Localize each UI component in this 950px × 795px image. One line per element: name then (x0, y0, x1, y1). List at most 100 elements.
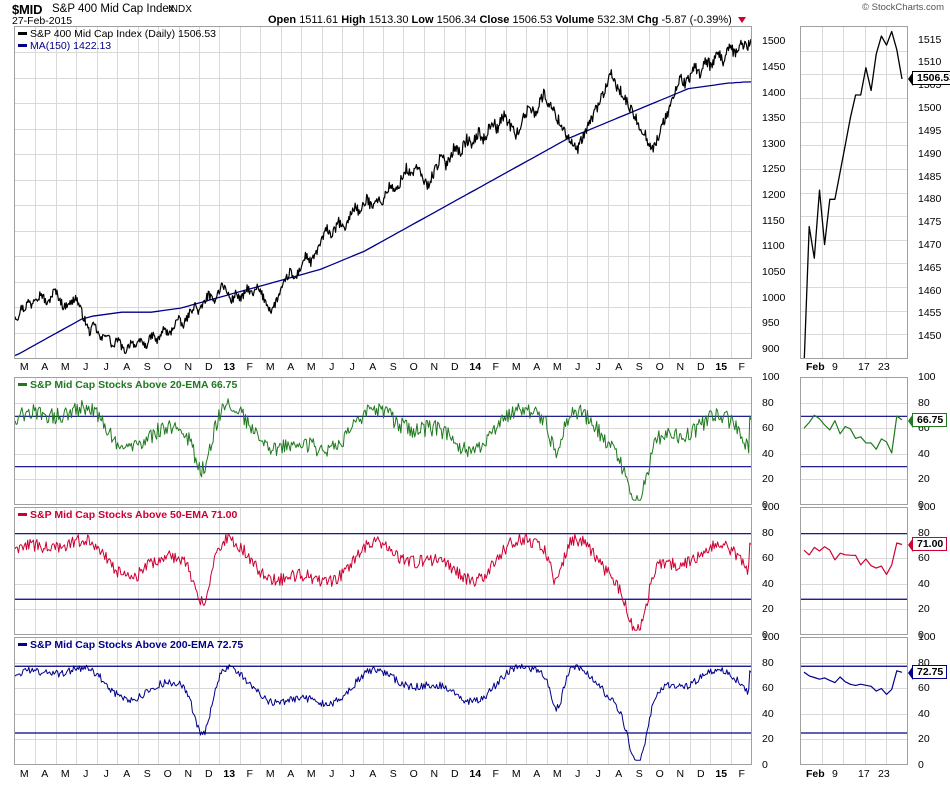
x-axis-tick: O (163, 361, 172, 373)
ema50-flag-value: 71.00 (917, 538, 944, 551)
main-price-panel[interactable]: S&P 400 Mid Cap Index (Daily) 1506.53 MA… (14, 26, 752, 359)
x-axis-tick: O (409, 361, 418, 373)
indicator-value-flag-50ema: 71.00 (908, 537, 948, 553)
main-panel-legend: S&P 400 Mid Cap Index (Daily) 1506.53 MA… (18, 28, 216, 52)
y-axis-tick: 1250 (762, 163, 786, 176)
indicator-mini-panel-200ema[interactable] (800, 637, 908, 765)
indicator-plot-50ema (15, 508, 751, 634)
x-axis-tick: S (143, 768, 151, 780)
indicator-panel-200ema[interactable]: S&P Mid Cap Stocks Above 200-EMA 72.75 (14, 637, 752, 765)
indicator-panel-50ema[interactable]: S&P Mid Cap Stocks Above 50-EMA 71.00 (14, 507, 752, 635)
y-axis-tick: 950 (762, 317, 780, 330)
close-value: 1506.53 (512, 14, 553, 26)
x-axis-tick: A (533, 768, 541, 780)
ma150-legend-swatch (18, 43, 27, 47)
high-value: 1513.30 (368, 14, 409, 26)
indicator-mini-y-axis-50ema: 100 80 60 40 20 0 (911, 502, 950, 641)
ema200-flag-value: 72.75 (917, 665, 944, 678)
y-axis-tick: 0 (918, 629, 924, 641)
y-axis-tick: 40 (762, 447, 774, 460)
x-axis-tick: A (287, 361, 295, 373)
y-axis-tick: 0 (762, 759, 768, 771)
x-axis-tick: F (492, 768, 499, 780)
x-axis-tick: Feb (806, 768, 825, 780)
x-axis-tick: A (533, 361, 541, 373)
legend-row-20ema: S&P Mid Cap Stocks Above 20-EMA 66.75 (18, 379, 238, 392)
x-axis-tick: D (204, 768, 213, 780)
indicator-panel-20ema[interactable]: S&P Mid Cap Stocks Above 20-EMA 66.75 (14, 377, 752, 505)
ema50-legend-swatch (18, 513, 27, 517)
x-axis-tick: 13 (223, 768, 236, 780)
indicator-mini-plot-20ema (801, 378, 907, 504)
x-axis-tick: F (738, 768, 745, 780)
x-axis-tick: F (738, 361, 745, 373)
legend-row-price: S&P 400 Mid Cap Index (Daily) 1506.53 (18, 28, 216, 41)
indicator-y-axis-50ema: 100 80 60 40 20 0 (755, 502, 799, 641)
ma150-legend-label: MA(150) 1422.13 (30, 39, 112, 52)
x-axis-tick: J (595, 361, 601, 373)
x-axis-tick: Feb (806, 361, 825, 373)
y-axis-tick: 1400 (762, 86, 786, 99)
indicator-mini-panel-20ema[interactable] (800, 377, 908, 505)
indicator-mini-y-axis-20ema: 100 80 60 40 20 0 (911, 372, 950, 511)
y-axis-tick: 0 (918, 499, 924, 511)
x-axis-tick: M (511, 768, 521, 780)
y-axis-tick: 40 (762, 707, 774, 720)
main-price-y-axis: 1500 1450 1400 1350 1300 1250 1200 1150 1100 1050… (755, 26, 799, 359)
y-axis-tick: 80 (918, 396, 930, 409)
y-axis-tick: 100 (762, 501, 780, 513)
indicator-legend-20ema: S&P Mid Cap Stocks Above 20-EMA 66.75 (18, 379, 238, 392)
x-axis-tick: A (123, 361, 131, 373)
x-axis-tick: D (450, 361, 459, 373)
main-price-x-axis: M A M J J A S O N D 13 F M A M J J A S O N D 14 F M A M J J A S O N D 15 F (14, 361, 752, 375)
high-label: High (341, 14, 366, 26)
x-axis-tick: O (409, 768, 418, 780)
y-axis-tick: 0 (762, 629, 768, 641)
ema50-flag-pointer (908, 538, 913, 553)
x-axis-tick: O (655, 768, 664, 780)
x-axis-tick: A (369, 768, 377, 780)
y-axis-tick: 20 (762, 473, 774, 486)
y-axis-tick: 1500 (762, 35, 786, 48)
x-axis-tick: 23 (878, 768, 890, 780)
mini-price-panel[interactable] (800, 26, 908, 359)
y-axis-tick: 80 (918, 526, 930, 539)
chg-label: Chg (637, 14, 659, 26)
x-axis-tick: D (204, 361, 213, 373)
y-axis-tick: 40 (918, 707, 930, 720)
indicator-mini-panel-50ema[interactable] (800, 507, 908, 635)
y-axis-tick: 100 (762, 371, 780, 383)
bottom-mini-x-axis: Feb 9 17 23 (800, 768, 908, 782)
y-axis-tick: 80 (918, 656, 930, 669)
y-axis-tick: 100 (762, 631, 780, 643)
x-axis-tick: A (615, 361, 623, 373)
y-axis-tick: 1500 (918, 102, 942, 115)
y-axis-tick: 20 (762, 603, 774, 616)
x-axis-tick: M (306, 361, 316, 373)
x-axis-tick: J (575, 361, 581, 373)
x-axis-tick: J (103, 361, 109, 373)
x-axis-tick: D (450, 768, 459, 780)
ema20-flag-pointer (908, 413, 913, 428)
price-flag-pointer (908, 72, 913, 87)
ema200-flag-pointer (908, 665, 913, 680)
indicator-mini-y-axis-200ema: 100 80 60 40 20 0 (911, 632, 950, 771)
x-axis-tick: O (655, 361, 664, 373)
y-axis-tick: 1150 (762, 214, 785, 227)
x-axis-tick: M (19, 361, 29, 373)
indicator-y-axis-20ema: 100 80 60 40 20 0 (755, 372, 799, 511)
bottom-x-axis: M A M J J A S O N D 13 F M A M J J A S O N D 14 F M A M J J A S O N D 15 F (14, 768, 752, 782)
stockcharts-credit: © StockCharts.com (862, 2, 944, 13)
x-axis-tick: J (575, 768, 581, 780)
x-axis-tick: 17 (858, 361, 870, 373)
x-axis-tick: D (696, 361, 705, 373)
x-axis-tick: 23 (878, 361, 890, 373)
y-axis-tick: 1480 (918, 193, 942, 206)
y-axis-tick: 1100 (762, 240, 785, 253)
x-axis-tick: M (552, 768, 562, 780)
y-axis-tick: 80 (762, 396, 774, 409)
y-axis-tick: 60 (762, 422, 774, 435)
ema20-legend-label: S&P Mid Cap Stocks Above 20-EMA 66.75 (30, 379, 238, 391)
indicator-y-axis-200ema: 100 80 60 40 20 0 (755, 632, 799, 771)
volume-label: Volume (555, 14, 595, 26)
